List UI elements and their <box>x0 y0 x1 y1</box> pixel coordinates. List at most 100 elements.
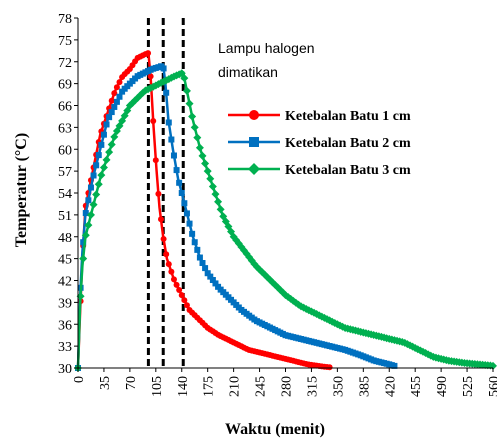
x-tick-label: 350 <box>331 376 346 397</box>
data-point <box>207 273 214 280</box>
data-point <box>111 90 118 97</box>
data-point <box>180 74 189 83</box>
data-point <box>170 276 177 283</box>
data-point <box>76 292 85 301</box>
legend-marker <box>249 110 259 120</box>
x-tick-label: 210 <box>228 376 243 397</box>
data-point <box>204 270 211 277</box>
y-tick-label: 78 <box>58 12 72 27</box>
y-tick-label: 57 <box>58 165 72 180</box>
data-point <box>190 123 199 132</box>
y-tick-label: 33 <box>58 340 72 355</box>
annotation-line-2: dimatikan <box>218 64 278 80</box>
data-point <box>113 84 120 91</box>
data-point <box>108 109 115 116</box>
data-point <box>181 200 188 207</box>
data-point <box>116 79 123 86</box>
y-tick-label: 30 <box>58 362 72 377</box>
axes <box>74 17 494 372</box>
tick-labels: 30 33 36 39 42 45 48 51 54 57 60 63 66 69 72 75 78 0 35 70 1… <box>58 12 497 397</box>
data-point <box>99 163 108 172</box>
data-point <box>188 112 197 121</box>
data-point <box>165 261 172 268</box>
y-tick-label: 66 <box>58 100 72 115</box>
data-point <box>326 364 333 371</box>
data-point <box>152 157 159 164</box>
data-point <box>181 297 188 304</box>
y-tick-label: 39 <box>58 296 72 311</box>
series-3 <box>74 69 497 372</box>
data-point <box>97 171 106 180</box>
x-axis-title: Waktu (menit) <box>225 421 325 438</box>
data-point <box>173 167 180 174</box>
x-tick-label: 0 <box>72 376 87 383</box>
data-point <box>98 141 105 148</box>
y-tick-label: 72 <box>58 56 72 71</box>
data-point <box>108 97 115 104</box>
data-point <box>93 162 100 169</box>
data-point <box>165 119 172 126</box>
y-tick-label: 75 <box>58 34 72 49</box>
x-tick-label: 560 <box>487 376 497 397</box>
y-tick-label: 69 <box>58 78 72 93</box>
data-point <box>209 277 216 284</box>
data-point <box>86 210 95 219</box>
data-point <box>112 127 121 136</box>
y-tick-label: 42 <box>58 275 72 290</box>
data-point <box>92 190 101 199</box>
data-point <box>193 133 202 142</box>
data-point <box>100 131 107 138</box>
y-tick-label: 45 <box>58 253 72 268</box>
legend: Ketebalan Batu 1 cm Ketebalan Batu 2 cm Ke… <box>228 109 411 178</box>
data-point <box>195 143 204 152</box>
data-point <box>216 205 225 214</box>
data-point <box>202 265 209 272</box>
y-tick-label: 60 <box>58 143 72 158</box>
data-point <box>186 220 193 227</box>
data-point <box>194 246 201 253</box>
data-point <box>82 210 89 217</box>
data-point <box>185 99 194 108</box>
series-1 <box>75 50 333 371</box>
x-tick-label: 105 <box>150 376 165 397</box>
data-point <box>168 268 175 275</box>
data-point <box>81 231 90 240</box>
data-point <box>170 152 177 159</box>
y-tick-label: 63 <box>58 121 72 136</box>
series-2 <box>75 63 398 371</box>
legend-entry-2: Ketebalan Batu 2 cm <box>228 136 411 151</box>
y-tick-label: 51 <box>58 209 72 224</box>
legend-marker <box>248 163 260 175</box>
data-point <box>189 230 196 237</box>
annotation-line-1: Lampu halogen <box>218 40 315 56</box>
data-point <box>176 179 183 186</box>
data-point <box>110 132 119 141</box>
data-point <box>155 190 162 197</box>
y-tick-label: 54 <box>58 187 72 202</box>
x-tick-label: 35 <box>98 376 113 390</box>
data-point <box>201 159 210 168</box>
data-point <box>107 140 116 149</box>
data-point <box>199 260 206 266</box>
data-point <box>178 190 185 196</box>
y-tick-label: 48 <box>58 231 72 246</box>
data-point <box>206 174 215 183</box>
data-point <box>147 73 154 80</box>
data-point <box>90 172 97 179</box>
legend-marker <box>249 137 259 147</box>
data-point <box>178 292 185 299</box>
data-point <box>84 221 93 230</box>
data-point <box>208 182 217 191</box>
x-tick-label: 280 <box>280 376 295 397</box>
data-point <box>87 184 94 191</box>
legend-label: Ketebalan Batu 1 cm <box>285 109 411 124</box>
legend-label: Ketebalan Batu 2 cm <box>285 136 411 151</box>
data-point <box>163 251 170 258</box>
data-point <box>79 254 88 263</box>
series-lines <box>74 50 497 372</box>
data-point <box>80 239 87 246</box>
y-axis-title: Temperatur (°C) <box>13 133 30 247</box>
x-tick-label: 315 <box>305 376 320 397</box>
y-tick-label: 36 <box>58 318 72 333</box>
